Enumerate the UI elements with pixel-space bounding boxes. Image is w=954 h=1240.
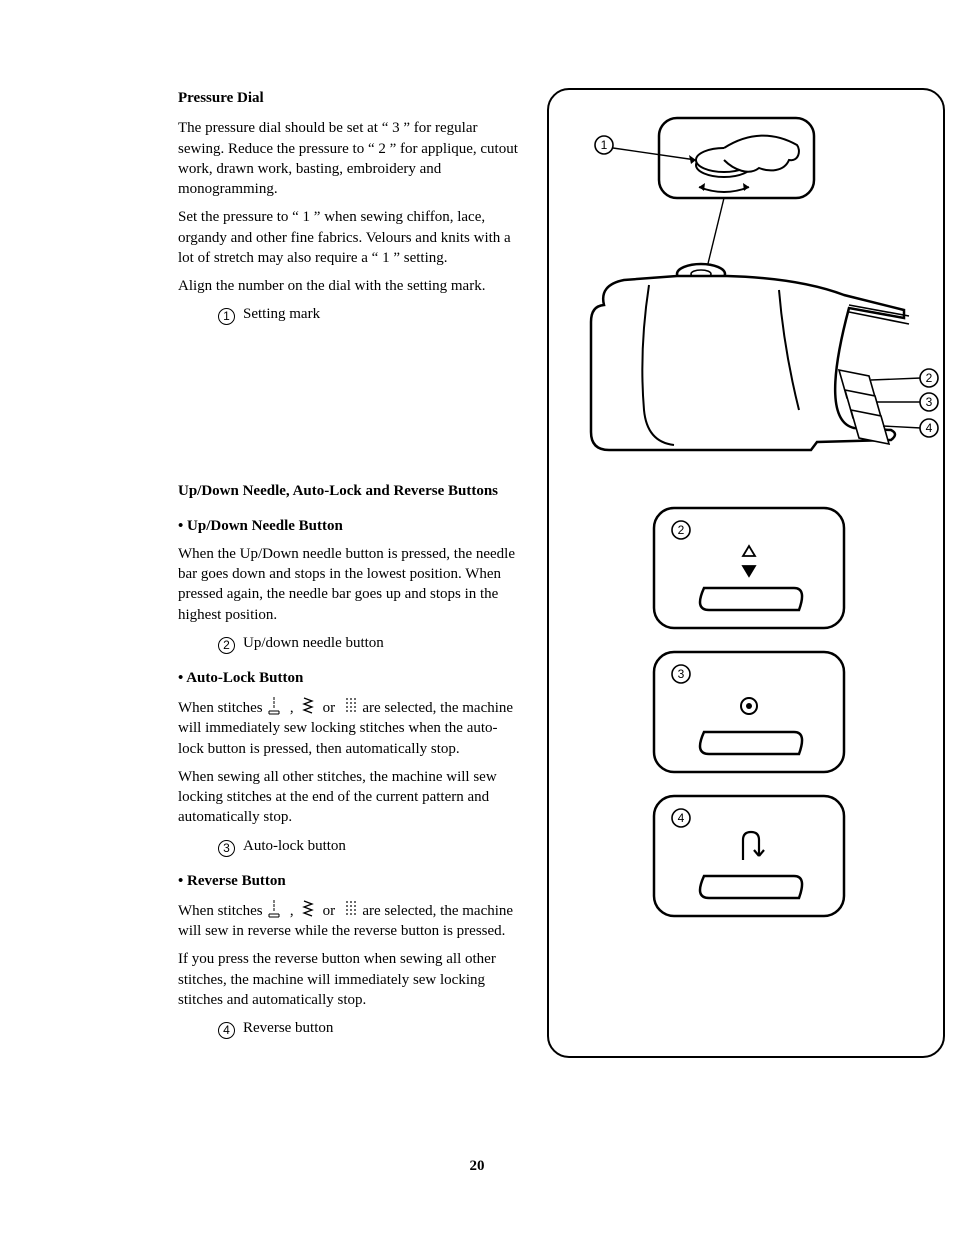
buttons-heading: Up/Down Needle, Auto-Lock and Reverse Bu… bbox=[178, 481, 523, 501]
stitch-straight-icon bbox=[266, 899, 282, 919]
button-outline-icon bbox=[700, 876, 802, 898]
pressure-dial-p1: The pressure dial should be set at “ 3 ”… bbox=[178, 118, 523, 199]
stitch-zigzag-icon bbox=[301, 696, 315, 716]
manual-page: Pressure Dial The pressure dial should b… bbox=[0, 0, 954, 1240]
sewing-machine-body bbox=[591, 264, 909, 450]
pressure-dial-p2: Set the pressure to “ 1 ” when sewing ch… bbox=[178, 207, 523, 268]
svg-text:4: 4 bbox=[678, 811, 685, 825]
machine-illustration: 1 bbox=[549, 90, 945, 1058]
autolock-p1a: When stitches bbox=[178, 700, 266, 716]
callout-label-1: Setting mark bbox=[243, 306, 320, 322]
stitch-straight-icon bbox=[266, 696, 282, 716]
figure-panel: 1 bbox=[547, 88, 945, 1058]
reverse-p2: If you press the reverse button when sew… bbox=[178, 949, 523, 1010]
svg-text:3: 3 bbox=[678, 667, 685, 681]
svg-text:1: 1 bbox=[601, 138, 608, 152]
reverse-p1: When stitches , or are selected, the mac… bbox=[178, 899, 523, 942]
page-number: 20 bbox=[0, 1156, 954, 1176]
fig-callout-3: 3 bbox=[877, 393, 938, 411]
callout-updown: 2 Up/down needle button bbox=[218, 633, 523, 654]
callout-label-2: Up/down needle button bbox=[243, 635, 384, 651]
stitch-zigzag-icon bbox=[301, 899, 315, 919]
callout-label-3: Auto-lock button bbox=[243, 838, 346, 854]
callout-number-1: 1 bbox=[218, 308, 235, 325]
text-column: Pressure Dial The pressure dial should b… bbox=[178, 88, 523, 1047]
callout-label-4: Reverse button bbox=[243, 1020, 333, 1036]
svg-text:2: 2 bbox=[678, 523, 685, 537]
callout-setting-mark: 1 Setting mark bbox=[218, 304, 523, 325]
button-panel-autolock: 3 bbox=[654, 652, 844, 772]
figure-column: 1 bbox=[547, 88, 947, 1058]
autolock-subheading: Auto-Lock Button bbox=[178, 668, 523, 688]
svg-text:3: 3 bbox=[926, 395, 933, 409]
button-panel-updown: 2 bbox=[654, 508, 844, 628]
svg-text:4: 4 bbox=[926, 421, 933, 435]
two-column-layout: Pressure Dial The pressure dial should b… bbox=[178, 88, 894, 1058]
button-panel-reverse: 4 bbox=[654, 796, 844, 916]
updown-subheading: Up/Down Needle Button bbox=[178, 516, 523, 536]
svg-text:2: 2 bbox=[926, 371, 933, 385]
button-outline-icon bbox=[700, 732, 802, 754]
autolock-p1: When stitches , or are selected, the mac… bbox=[178, 696, 523, 759]
stitch-dots-icon bbox=[343, 696, 359, 716]
vertical-gap bbox=[178, 333, 523, 481]
button-outline-icon bbox=[700, 588, 802, 610]
callout-number-2: 2 bbox=[218, 637, 235, 654]
callout-number-3: 3 bbox=[218, 840, 235, 857]
updown-p1: When the Up/Down needle button is presse… bbox=[178, 544, 523, 625]
callout-reverse: 4 Reverse button bbox=[218, 1018, 523, 1039]
reverse-subheading: Reverse Button bbox=[178, 871, 523, 891]
pressure-dial-p3: Align the number on the dial with the se… bbox=[178, 276, 523, 296]
stitch-dots-icon bbox=[343, 899, 359, 919]
callout-autolock: 3 Auto-lock button bbox=[218, 836, 523, 857]
fig-callout-2: 2 bbox=[871, 369, 938, 387]
pressure-dial-heading: Pressure Dial bbox=[178, 88, 523, 108]
callout-number-4: 4 bbox=[218, 1022, 235, 1039]
reverse-p1a: When stitches bbox=[178, 903, 266, 919]
autolock-p2: When sewing all other stitches, the mach… bbox=[178, 767, 523, 828]
